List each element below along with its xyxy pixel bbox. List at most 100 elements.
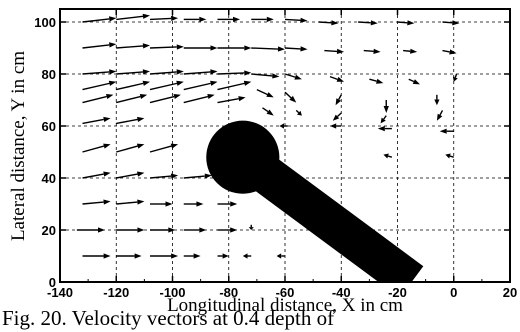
vector-shaft [439,110,444,116]
vector-head [165,201,173,207]
velocity-vector [149,94,181,104]
velocity-vector [116,199,145,205]
vector-head [230,227,238,233]
velocity-vector [183,253,201,259]
velocity-vector [256,88,274,98]
velocity-vector [82,199,111,205]
vector-head [106,94,114,99]
vector-shaft [403,49,411,52]
velocity-vector [335,94,342,106]
vector-head [244,70,252,76]
velocity-vector [116,143,145,153]
vector-head [199,16,207,22]
velocity-vector [116,171,145,179]
y-tick-label: 60 [42,119,56,134]
vector-shaft [217,97,239,104]
vector-shaft [149,17,172,21]
vector-head [109,42,117,48]
velocity-vector [183,201,204,207]
vector-shaft [442,21,453,24]
x-tick-label: 20 [503,285,517,300]
vector-shaft [251,73,273,77]
vector-head [439,128,447,134]
velocity-vector [330,123,342,129]
vector-head [377,126,385,132]
vector-head [266,92,274,98]
vector-head [376,78,384,84]
vector-head [142,80,150,86]
velocity-vector [284,17,308,23]
velocity-vector [403,48,418,54]
vector-shaft [82,82,110,91]
vector-head [134,253,142,259]
velocity-vector [116,43,150,49]
vector-shaft [183,95,209,104]
vector-head [137,171,145,177]
velocity-vector [82,42,117,49]
velocity-vector [82,80,117,91]
y-tick-label: 80 [42,67,56,82]
velocity-vector [442,20,460,26]
vector-shaft [329,75,338,81]
velocity-vector [442,49,457,55]
grid [60,9,510,282]
vector-shaft [397,21,408,24]
vector-head [452,20,460,26]
vector-shaft [183,175,205,179]
velocity-vector [116,227,145,233]
vector-shaft [262,107,269,113]
vector-head [137,116,145,122]
vector-head [207,94,215,99]
vector-head [335,98,341,106]
vector-shaft [284,73,296,78]
vector-head [238,96,246,102]
velocity-vector [251,16,274,22]
vector-head [336,48,345,54]
vector-shaft [82,18,110,23]
vector-shaft [408,78,415,83]
vector-head [436,113,443,121]
velocity-vector [82,171,111,179]
vector-head [445,153,451,159]
velocity-vector [295,109,302,116]
vector-head [210,80,218,86]
vector-head [103,116,111,122]
vector-head [331,20,339,26]
vector-shaft [369,78,377,82]
x-tick-label: -100 [159,285,185,300]
vector-shaft [383,115,387,120]
velocity-vector [149,143,179,153]
x-tick-label: -20 [388,285,407,300]
velocity-vector [380,115,387,124]
velocity-vector [183,173,212,179]
vector-head [168,227,176,233]
vector-head [300,17,308,23]
vector-head [233,16,240,22]
vector-head [243,80,252,86]
vector-head [199,227,207,233]
vector-shaft [442,49,450,53]
velocity-vector [377,126,392,132]
velocity-vector [369,78,384,84]
velocity-vector [82,116,111,125]
vector-head [193,253,201,259]
vector-head [176,69,184,75]
x-axis-label: Longitudinal distance, X in cm [167,295,403,316]
vector-shaft [387,155,393,158]
vector-head [279,123,284,129]
velocity-vector [436,110,444,121]
velocity-vector [116,69,150,75]
y-tick-label: 20 [42,223,56,238]
vector-shaft [318,21,332,24]
vector-shaft [284,91,292,99]
velocity-vector [149,173,179,179]
velocity-vector [284,46,308,52]
velocity-vector [363,48,381,54]
vector-shaft [116,15,144,21]
vector-shaft [116,45,144,49]
vector-head [383,106,389,113]
vector-shaft [449,155,454,158]
vector-shaft [116,145,138,153]
velocity-vector [329,75,345,82]
